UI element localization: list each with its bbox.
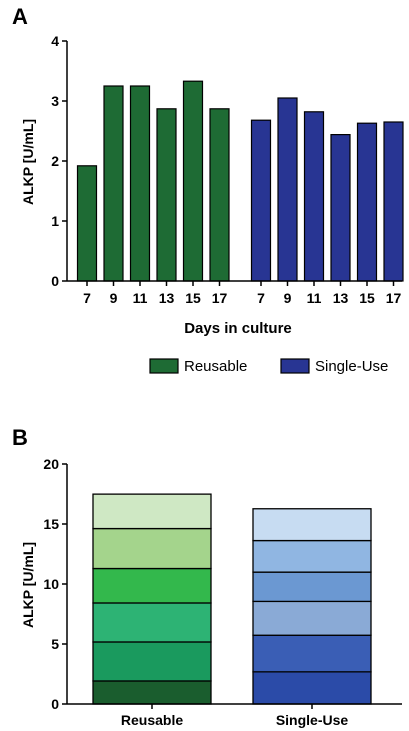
bar-single-use-day-11 bbox=[303, 111, 325, 282]
legend-swatch-reusable bbox=[149, 358, 179, 374]
panel-b-x-axis: Reusable Single-Use bbox=[67, 703, 402, 728]
panel-b-y-tick-label: 15 bbox=[43, 516, 59, 532]
bar-single-use-day-9 bbox=[277, 97, 298, 282]
panel-a-y-tick-label: 0 bbox=[51, 273, 59, 289]
stack-segment-single-use-4 bbox=[252, 571, 372, 603]
panel-b: B 0 5 10 15 20 Reusable Single-Use ALKP [U/mL… bbox=[12, 425, 402, 728]
panel-a-y-axis: 0 1 2 3 4 bbox=[51, 33, 68, 289]
panel-b-y-tick-label: 20 bbox=[43, 456, 59, 472]
panel-a-y-tick-label: 3 bbox=[51, 93, 59, 109]
panel-b-x-tick-label: Single-Use bbox=[276, 712, 349, 728]
panel-a-label: A bbox=[12, 4, 28, 29]
panel-b-y-tick-label: 10 bbox=[43, 576, 59, 592]
stack-segment-reusable-6 bbox=[92, 493, 212, 530]
panel-a-y-tick-label: 1 bbox=[51, 213, 59, 229]
panel-a-x-tick-label: 13 bbox=[159, 290, 175, 306]
stack-segment-reusable-5 bbox=[92, 527, 212, 570]
bar-reusable-day-17 bbox=[209, 108, 230, 282]
stack-segment-reusable-1 bbox=[92, 680, 212, 705]
panel-a-x-tick-label: 15 bbox=[185, 290, 201, 306]
bar-single-use-day-15 bbox=[356, 122, 378, 282]
bar-reusable-day-13 bbox=[156, 108, 177, 282]
bar-reusable-day-7 bbox=[76, 165, 98, 282]
legend-label-single-use: Single-Use bbox=[315, 358, 388, 375]
bar-reusable-day-11 bbox=[129, 85, 151, 282]
panel-a-y-tick-label: 2 bbox=[51, 153, 59, 169]
bar-reusable-day-15 bbox=[182, 80, 204, 282]
panel-a-x-tick-label: 9 bbox=[284, 290, 292, 306]
panel-a-x-tick-label: 11 bbox=[307, 290, 322, 306]
legend-swatch-single-use bbox=[280, 358, 310, 374]
panel-b-y-tick-label: 5 bbox=[51, 636, 59, 652]
stack-segment-reusable-4 bbox=[92, 567, 212, 604]
panel-b-y-tick-label: 0 bbox=[51, 696, 59, 712]
panel-b-y-axis: 0 5 10 15 20 bbox=[43, 456, 68, 712]
panel-a-y-label: ALKP [U/mL] bbox=[20, 119, 36, 205]
panel-b-x-tick-label: Reusable bbox=[121, 712, 183, 728]
panel-a-y-tick-label: 4 bbox=[51, 33, 59, 49]
panel-b-label: B bbox=[12, 425, 28, 450]
panel-a-x-tick-label: 7 bbox=[257, 290, 265, 306]
stack-segment-single-use-3 bbox=[252, 600, 372, 636]
panel-a-bars bbox=[76, 80, 404, 282]
panel-a-x-tick-label: 13 bbox=[333, 290, 349, 306]
panel-a-x-label: Days in culture bbox=[184, 320, 292, 337]
panel-a-x-tick-label: 17 bbox=[386, 290, 402, 306]
stack-segment-single-use-6 bbox=[252, 508, 372, 542]
bar-single-use-day-17 bbox=[383, 121, 404, 282]
panel-a-x-axis: 7 9 11 13 15 17 7 9 11 13 15 17 bbox=[67, 280, 402, 306]
stack-segment-single-use-5 bbox=[252, 539, 372, 573]
panel-b-y-label: ALKP [U/mL] bbox=[20, 542, 36, 628]
panel-a-x-tick-label: 7 bbox=[83, 290, 91, 306]
panel-a-x-tick-label: 15 bbox=[359, 290, 375, 306]
panel-a-x-tick-label: 9 bbox=[110, 290, 118, 306]
stack-segment-reusable-3 bbox=[92, 602, 212, 643]
panel-a-x-tick-label: 17 bbox=[212, 290, 228, 306]
bar-single-use-day-7 bbox=[250, 119, 272, 282]
stack-segment-single-use-1 bbox=[252, 671, 372, 705]
bar-single-use-day-13 bbox=[330, 134, 351, 282]
legend: Reusable Single-Use bbox=[149, 358, 388, 375]
panel-a: A 0 1 2 3 4 7 9 11 13 15 17 7 9 11 13 15 17 ALKP [U/mL]… bbox=[12, 4, 404, 375]
bar-reusable-day-9 bbox=[103, 85, 124, 282]
stack-segment-reusable-2 bbox=[92, 641, 212, 682]
legend-label-reusable: Reusable bbox=[184, 358, 247, 375]
stack-segment-single-use-2 bbox=[252, 634, 372, 673]
panel-b-stacked-bars bbox=[92, 493, 372, 705]
panel-a-x-tick-label: 11 bbox=[133, 290, 148, 306]
